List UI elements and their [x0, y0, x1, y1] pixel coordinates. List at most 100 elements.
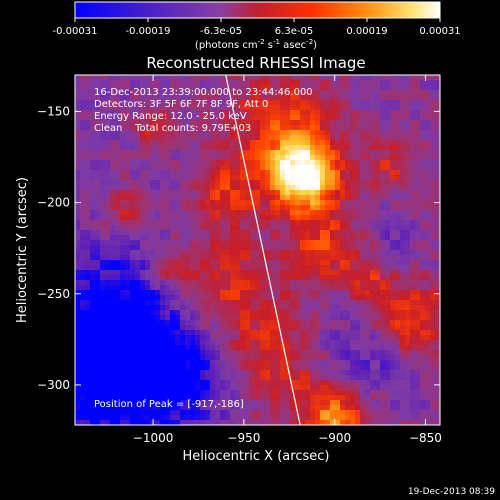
heatmap-cell	[300, 205, 306, 211]
heatmap-cell	[320, 325, 326, 331]
heatmap-cell	[295, 270, 301, 276]
heatmap-cell	[160, 265, 166, 271]
heatmap-cell	[245, 205, 251, 211]
heatmap-cell	[270, 405, 276, 411]
heatmap-cell	[150, 285, 156, 291]
heatmap-cell	[340, 320, 346, 326]
heatmap-cell	[170, 325, 176, 331]
heatmap-cell	[115, 95, 121, 101]
heatmap-cell	[325, 265, 331, 271]
heatmap-cell	[385, 100, 391, 106]
heatmap-cell	[95, 145, 101, 151]
heatmap-cell	[100, 395, 106, 401]
heatmap-cell	[335, 270, 341, 276]
heatmap-cell	[190, 265, 196, 271]
heatmap-cell	[360, 215, 366, 221]
heatmap-cell	[330, 350, 336, 356]
heatmap-cell	[210, 180, 216, 186]
heatmap-cell	[315, 160, 321, 166]
heatmap-cell	[200, 285, 206, 291]
heatmap-cell	[430, 215, 436, 221]
heatmap-cell	[165, 75, 171, 81]
heatmap-cell	[380, 115, 386, 121]
heatmap-cell	[275, 170, 281, 176]
heatmap-cell	[200, 120, 206, 126]
heatmap-cell	[160, 180, 166, 186]
heatmap-cell	[405, 390, 411, 396]
heatmap-cell	[425, 135, 431, 141]
heatmap-cell	[415, 160, 421, 166]
heatmap-cell	[280, 105, 286, 111]
heatmap-cell	[115, 405, 121, 411]
heatmap-cell	[195, 85, 201, 91]
heatmap-cell	[110, 140, 116, 146]
heatmap-cell	[90, 335, 96, 341]
heatmap-cell	[435, 390, 440, 396]
heatmap-cell	[105, 125, 111, 131]
heatmap-cell	[195, 185, 201, 191]
heatmap-cell	[205, 80, 211, 86]
heatmap-cell	[75, 130, 81, 136]
heatmap-cell	[260, 335, 266, 341]
heatmap-cell	[330, 410, 336, 416]
heatmap-cell	[100, 175, 106, 181]
heatmap-cell	[265, 190, 271, 196]
heatmap-cell	[245, 290, 251, 296]
heatmap-cell	[390, 145, 396, 151]
heatmap-cell	[90, 245, 96, 251]
heatmap-cell	[225, 275, 231, 281]
heatmap-cell	[115, 295, 121, 301]
heatmap-cell	[155, 250, 161, 256]
heatmap-cell	[435, 325, 440, 331]
heatmap-cell	[365, 160, 371, 166]
heatmap-cell	[330, 335, 336, 341]
heatmap-cell	[415, 310, 421, 316]
heatmap-cell	[75, 305, 81, 311]
heatmap-cell	[270, 190, 276, 196]
heatmap-cell	[125, 255, 131, 261]
heatmap-cell	[195, 180, 201, 186]
heatmap-cell	[145, 190, 151, 196]
heatmap-cell	[335, 265, 341, 271]
heatmap-cell	[200, 115, 206, 121]
heatmap-cell	[335, 215, 341, 221]
heatmap-cell	[95, 235, 101, 241]
heatmap-cell	[410, 135, 416, 141]
heatmap-cell	[295, 245, 301, 251]
heatmap-cell	[275, 380, 281, 386]
heatmap-cell	[425, 200, 431, 206]
heatmap-cell	[280, 290, 286, 296]
heatmap-cell	[430, 230, 436, 236]
heatmap-cell	[360, 265, 366, 271]
heatmap-cell	[365, 355, 371, 361]
heatmap-cell	[125, 100, 131, 106]
heatmap-cell	[420, 150, 426, 156]
heatmap-cell	[170, 295, 176, 301]
heatmap-cell	[190, 140, 196, 146]
heatmap-cell	[350, 220, 356, 226]
heatmap-cell	[295, 205, 301, 211]
heatmap-cell	[230, 370, 236, 376]
heatmap-cell	[230, 110, 236, 116]
heatmap-cell	[410, 90, 416, 96]
heatmap-cell	[230, 115, 236, 121]
heatmap-cell	[175, 125, 181, 131]
heatmap-cell	[275, 400, 281, 406]
heatmap-cell	[180, 375, 186, 381]
heatmap-cell	[255, 370, 261, 376]
heatmap-cell	[105, 260, 111, 266]
heatmap-cell	[85, 340, 91, 346]
heatmap-cell	[425, 280, 431, 286]
heatmap-cell	[410, 370, 416, 376]
heatmap-cell	[125, 335, 131, 341]
heatmap-cell	[195, 345, 201, 351]
heatmap-cell	[305, 190, 311, 196]
heatmap-cell	[235, 350, 241, 356]
heatmap-cell	[370, 240, 376, 246]
heatmap-cell	[420, 215, 426, 221]
heatmap-cell	[210, 85, 216, 91]
heatmap-cell	[410, 380, 416, 386]
heatmap-cell	[180, 100, 186, 106]
heatmap-cell	[145, 255, 151, 261]
heatmap-cell	[285, 380, 291, 386]
